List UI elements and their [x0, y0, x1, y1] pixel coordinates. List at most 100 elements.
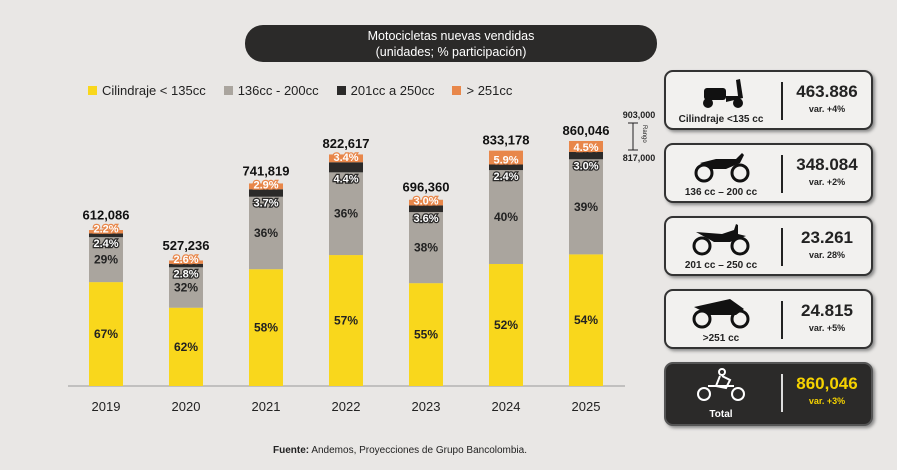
card-variation: var. 28%	[808, 250, 846, 260]
segment-label: 2.6%	[173, 254, 198, 266]
legend-swatch	[88, 86, 97, 95]
bar-segment	[329, 255, 363, 386]
x-tick-label: 2021	[252, 399, 281, 414]
stacked-bar-chart: 67%29%2.4%2.2%612,086201962%32%2.8%2.6%5…	[68, 110, 656, 414]
summary-card: >251 cc 24.815 var. +5%	[664, 289, 873, 349]
legend-swatch	[336, 86, 346, 95]
segment-label: 36%	[254, 226, 278, 240]
summary-cards: Cilindraje <135 cc 463.886 var. +4% 136 …	[664, 70, 873, 439]
scooter-icon	[703, 79, 743, 108]
bar-segment	[489, 170, 523, 264]
segment-label: 2.8%	[173, 268, 198, 280]
segment-label: 58%	[254, 321, 278, 335]
bar-segment	[329, 154, 363, 163]
segment-label: 55%	[414, 328, 438, 342]
legend: Cilindraje < 135cc 136cc - 200cc 201cc a…	[88, 83, 512, 98]
legend-label: Cilindraje < 135cc	[102, 83, 206, 98]
segment-label: 29%	[94, 253, 118, 267]
bar-segment	[89, 237, 123, 283]
segment-label: 62%	[174, 340, 198, 354]
bar-segment	[569, 141, 603, 152]
card-label: Cilindraje <135 cc	[678, 114, 764, 125]
street-motorcycle-icon	[694, 153, 750, 183]
segment-label: 3.6%	[413, 213, 438, 225]
segment-label: 54%	[574, 313, 598, 327]
card-label: >251 cc	[702, 333, 740, 344]
source-label: Fuente:	[272, 445, 310, 456]
bar-segment	[569, 151, 603, 160]
segment-label: 2.9%	[253, 179, 278, 191]
total-label: 741,819	[243, 163, 290, 178]
legend-item: 201cc a 250cc	[336, 83, 435, 98]
range-low: 817,000	[623, 153, 656, 163]
bar-segment	[89, 230, 123, 234]
card-variation: var. +2%	[808, 177, 846, 187]
segment-label: 4.5%	[573, 142, 598, 154]
legend-swatch	[452, 86, 462, 95]
card-value: 348.084	[796, 155, 858, 174]
bar-segment	[569, 254, 603, 386]
x-tick-label: 2023	[412, 399, 441, 414]
segment-label: 32%	[174, 281, 198, 295]
bar-segment	[249, 269, 283, 386]
bar-segment	[489, 164, 523, 171]
bar-segment	[489, 263, 523, 386]
legend-label: 136cc - 200cc	[237, 83, 319, 98]
bar-segment	[169, 307, 203, 386]
total-label: 696,360	[403, 179, 450, 194]
total-label: 527,236	[163, 238, 210, 253]
legend-label: > 251cc	[466, 83, 513, 98]
source-note: Fuente: Andemos, Proyecciones de Grupo B…	[0, 445, 800, 456]
bar-segment	[169, 260, 203, 264]
bar-segment	[329, 162, 363, 173]
card-variation: var. +4%	[808, 104, 846, 114]
x-tick-label: 2020	[172, 399, 201, 414]
dirt-bike-icon	[692, 224, 750, 256]
bar-segment	[249, 183, 283, 190]
legend-item: Cilindraje < 135cc	[88, 83, 206, 98]
segment-label: 52%	[494, 318, 518, 332]
segment-label: 40%	[494, 210, 518, 224]
segment-label: 3.0%	[573, 160, 598, 172]
title-line-1: Motocicletas nuevas vendidas	[367, 29, 535, 43]
total-label: 612,086	[83, 207, 130, 222]
x-tick-label: 2022	[332, 399, 361, 414]
card-value: 23.261	[801, 228, 853, 247]
segment-label: 3.4%	[333, 152, 358, 164]
segment-label: 39%	[574, 200, 598, 214]
bar-segment	[249, 196, 283, 270]
bar-segment	[409, 199, 443, 206]
total-label: 860,046	[563, 123, 610, 138]
range-bracket: 903,000 817,000 Rango	[623, 110, 656, 163]
bar-segment	[409, 283, 443, 386]
card-divider	[781, 82, 783, 120]
bar-segment	[249, 189, 283, 197]
title-line-2: (unidades; % participación)	[375, 45, 527, 59]
bar-segment	[329, 172, 363, 256]
range-high: 903,000	[623, 110, 656, 120]
card-divider	[781, 228, 783, 266]
segment-label: 2.2%	[93, 223, 118, 235]
summary-card: Total 860,046 var. +3%	[664, 362, 873, 426]
source-text: Andemos, Proyecciones de Grupo Bancolomb…	[309, 445, 527, 456]
segment-label: 4.4%	[333, 173, 358, 185]
bar-segment	[169, 267, 203, 308]
bar-segment	[569, 159, 603, 255]
segment-label: 2.4%	[93, 238, 118, 250]
card-value: 860,046	[796, 374, 858, 393]
x-tick-label: 2025	[572, 399, 601, 414]
card-divider	[781, 374, 783, 412]
segment-label: 5.9%	[493, 154, 518, 166]
legend-label: 201cc a 250cc	[350, 83, 435, 98]
segment-label: 2.4%	[493, 171, 518, 183]
card-variation: var. +5%	[808, 323, 846, 333]
total-label: 822,617	[323, 136, 370, 151]
legend-item: 136cc - 200cc	[223, 83, 319, 98]
segment-label: 57%	[334, 314, 358, 328]
segment-label: 36%	[334, 207, 358, 221]
card-value: 463.886	[796, 82, 858, 101]
segment-label: 3.0%	[413, 195, 438, 207]
segment-label: 67%	[94, 327, 118, 341]
bar-segment	[409, 205, 443, 213]
card-label: Total	[709, 409, 733, 420]
